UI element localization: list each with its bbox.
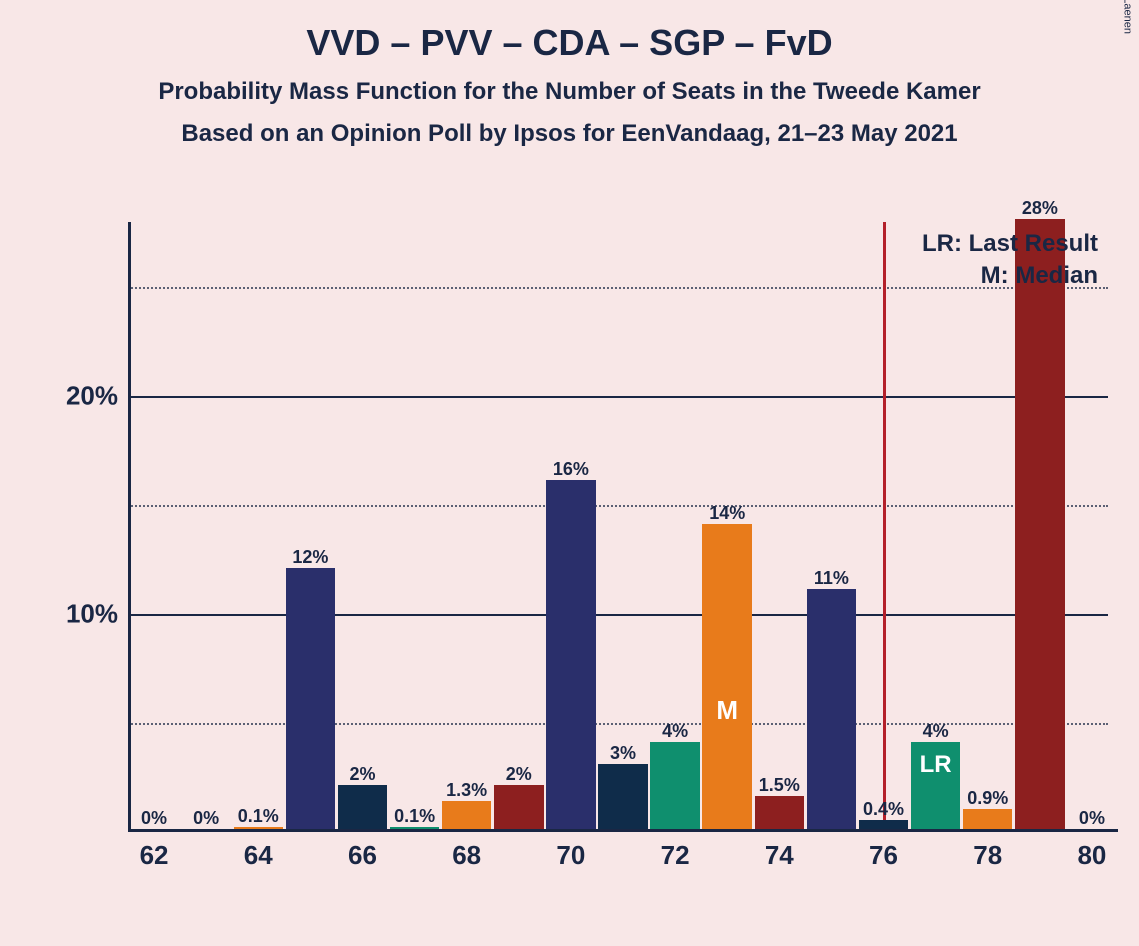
bar-value-label: 16% xyxy=(553,459,589,480)
gridline-major xyxy=(128,614,1108,616)
bar xyxy=(338,785,388,829)
bar xyxy=(234,827,284,829)
bar-value-label: 0.9% xyxy=(967,788,1008,809)
legend-median: M: Median xyxy=(981,262,1098,290)
bar xyxy=(442,801,492,829)
bar xyxy=(286,568,336,829)
copyright-text: © 2021 Filip van Laenen xyxy=(1121,0,1133,34)
bar-value-label: 1.5% xyxy=(759,775,800,796)
y-axis xyxy=(128,222,131,832)
bar-value-label: 12% xyxy=(292,547,328,568)
bar-value-label: 0.1% xyxy=(394,806,435,827)
y-tick-label: 10% xyxy=(66,599,118,630)
bar-value-label: 14% xyxy=(709,503,745,524)
bar xyxy=(598,764,648,829)
bar-value-label: 3% xyxy=(610,743,636,764)
gridline-minor xyxy=(128,723,1108,725)
bar-value-label: 28% xyxy=(1022,198,1058,219)
last-result-marker: LR xyxy=(920,751,952,779)
bar xyxy=(1015,219,1065,829)
x-tick-label: 74 xyxy=(765,840,794,871)
median-marker: M xyxy=(716,695,738,726)
x-tick-label: 66 xyxy=(348,840,377,871)
x-tick-label: 80 xyxy=(1077,840,1106,871)
bar-value-label: 4% xyxy=(662,721,688,742)
bar-value-label: 1.3% xyxy=(446,780,487,801)
bar xyxy=(755,796,805,829)
chart-subtitle-1: Probability Mass Function for the Number… xyxy=(0,78,1139,106)
chart-title: VVD – PVV – CDA – SGP – FvD xyxy=(0,22,1139,64)
bar-value-label: 11% xyxy=(814,568,849,589)
bar-value-label: 0% xyxy=(141,808,167,829)
majority-line xyxy=(883,222,886,829)
bar-value-label: 4% xyxy=(923,721,949,742)
gridline-minor xyxy=(128,505,1108,507)
chart-subtitle-2: Based on an Opinion Poll by Ipsos for Ee… xyxy=(0,120,1139,148)
bar xyxy=(702,524,752,829)
chart-plot-area: 10%20%626466687072747678800%0%0.1%12%2%0… xyxy=(128,222,1118,832)
y-tick-label: 20% xyxy=(66,381,118,412)
bar-value-label: 0.4% xyxy=(863,799,904,820)
bar xyxy=(807,589,857,829)
bar-value-label: 0% xyxy=(193,808,219,829)
bar-value-label: 0.1% xyxy=(238,806,279,827)
x-tick-label: 76 xyxy=(869,840,898,871)
bar-value-label: 2% xyxy=(506,764,532,785)
bar xyxy=(546,480,596,829)
x-axis xyxy=(128,829,1118,832)
gridline-minor xyxy=(128,287,1108,289)
x-tick-label: 70 xyxy=(556,840,585,871)
x-tick-label: 64 xyxy=(244,840,273,871)
bar-value-label: 2% xyxy=(349,764,375,785)
x-tick-label: 68 xyxy=(452,840,481,871)
bar xyxy=(390,827,440,829)
gridline-major xyxy=(128,396,1108,398)
bar xyxy=(963,809,1013,829)
bar xyxy=(859,820,909,829)
x-tick-label: 62 xyxy=(140,840,169,871)
bar xyxy=(650,742,700,829)
x-tick-label: 72 xyxy=(661,840,690,871)
bar xyxy=(494,785,544,829)
legend-last-result: LR: Last Result xyxy=(922,230,1098,258)
bar-value-label: 0% xyxy=(1079,808,1105,829)
x-tick-label: 78 xyxy=(973,840,1002,871)
